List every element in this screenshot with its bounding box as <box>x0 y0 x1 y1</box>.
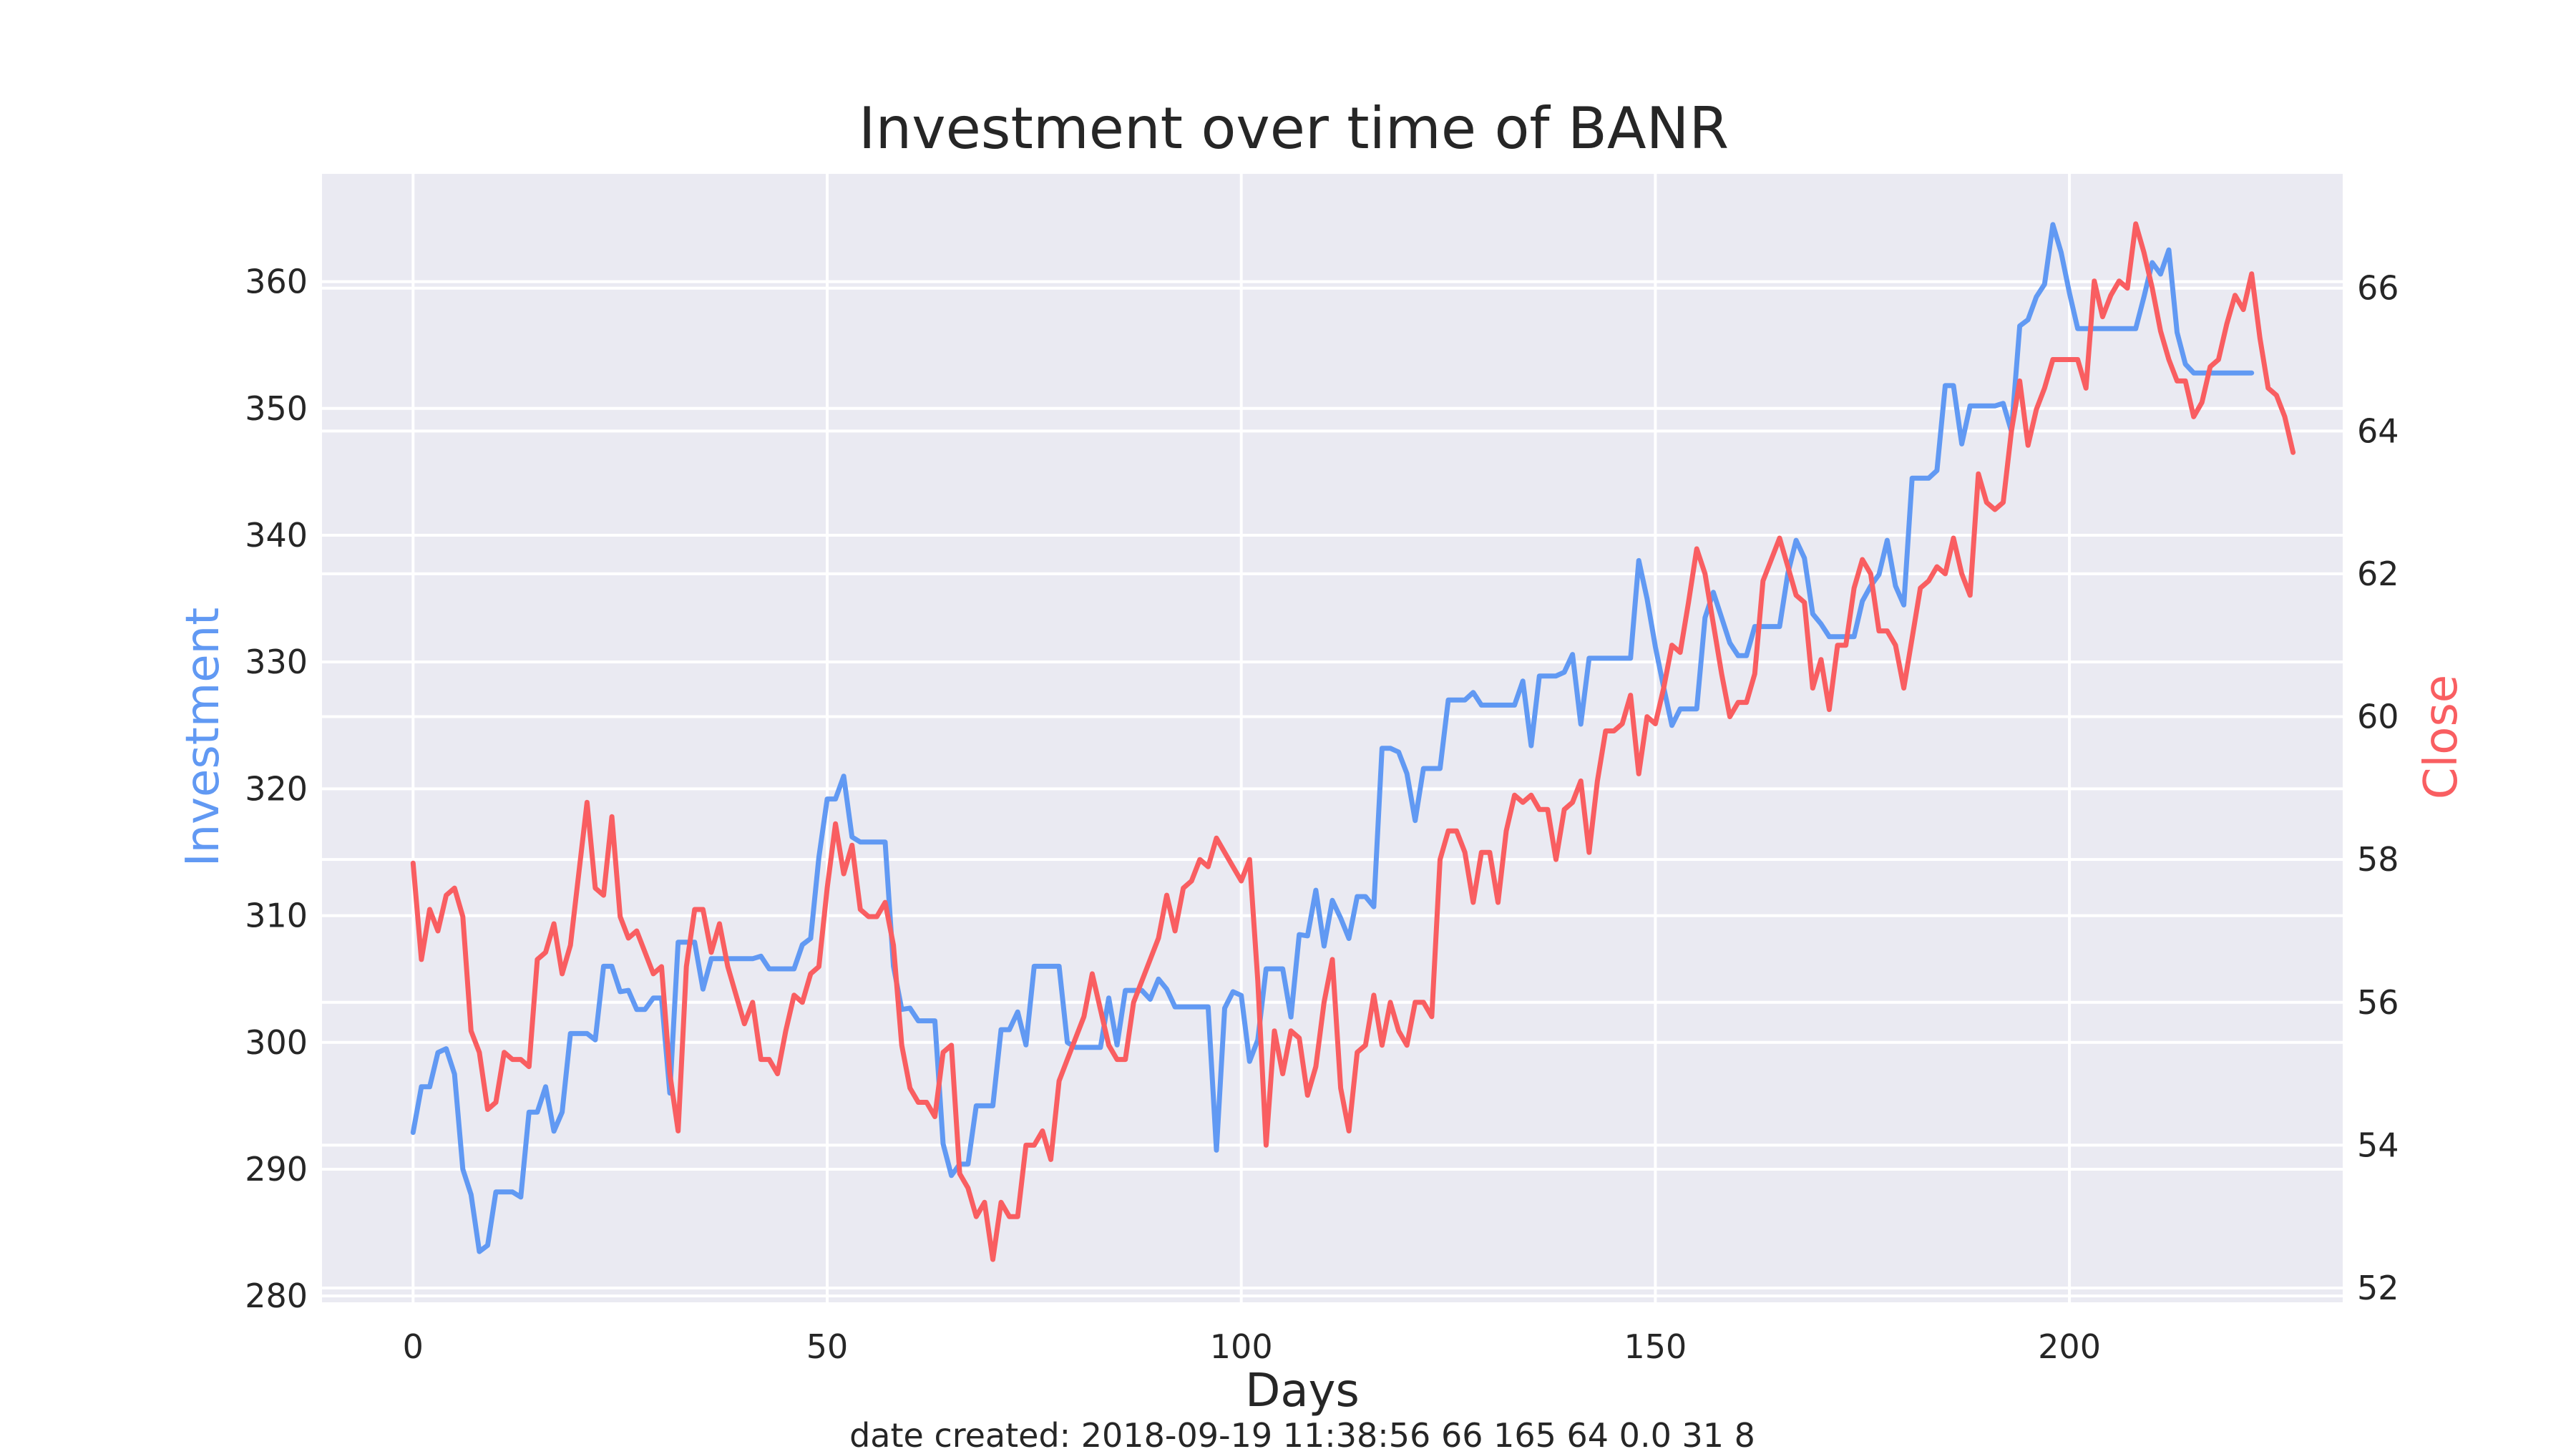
investment-series-line <box>410 222 2255 1254</box>
left-y-tick-label: 310 <box>245 897 308 935</box>
x-tick-label: 100 <box>1210 1327 1273 1366</box>
close-series-line <box>410 221 2296 1262</box>
right-y-tick-label: 52 <box>2357 1269 2399 1307</box>
x-tick-label: 150 <box>1624 1327 1687 1366</box>
x-axis-label: Days <box>1245 1365 1360 1418</box>
series-layer <box>410 221 2296 1262</box>
left-y-tick-label: 350 <box>245 389 308 428</box>
x-tick-label: 50 <box>806 1327 849 1366</box>
tick-labels: 0 50 100 150 200 280 290 300 310 320 330 340 350 360 5… <box>245 263 2399 1366</box>
right-y-tick-label: 62 <box>2357 555 2399 593</box>
right-y-axis-label: Close <box>2415 675 2468 799</box>
right-y-tick-label: 58 <box>2357 840 2399 879</box>
right-y-tick-label: 60 <box>2357 698 2399 736</box>
left-y-tick-label: 300 <box>245 1023 308 1062</box>
right-y-tick-label: 64 <box>2357 411 2399 450</box>
plot-area <box>322 174 2343 1302</box>
right-y-tick-label: 66 <box>2357 269 2399 308</box>
left-y-tick-label: 290 <box>245 1150 308 1189</box>
date-created-footnote: date created: 2018-09-19 11:38:56 66 165… <box>849 1416 1755 1449</box>
right-y-tick-label: 54 <box>2357 1126 2399 1164</box>
left-y-tick-label: 360 <box>245 263 308 301</box>
left-y-axis-label: Investment <box>177 608 230 867</box>
x-tick-label: 200 <box>2038 1327 2101 1366</box>
right-y-tick-label: 56 <box>2357 983 2399 1022</box>
left-y-tick-label: 340 <box>245 516 308 555</box>
x-tick-label: 0 <box>403 1327 424 1366</box>
chart-title: Investment over time of BANR <box>859 95 1729 162</box>
left-y-tick-label: 330 <box>245 643 308 681</box>
left-y-tick-label: 280 <box>245 1277 308 1315</box>
left-y-tick-label: 320 <box>245 769 308 808</box>
